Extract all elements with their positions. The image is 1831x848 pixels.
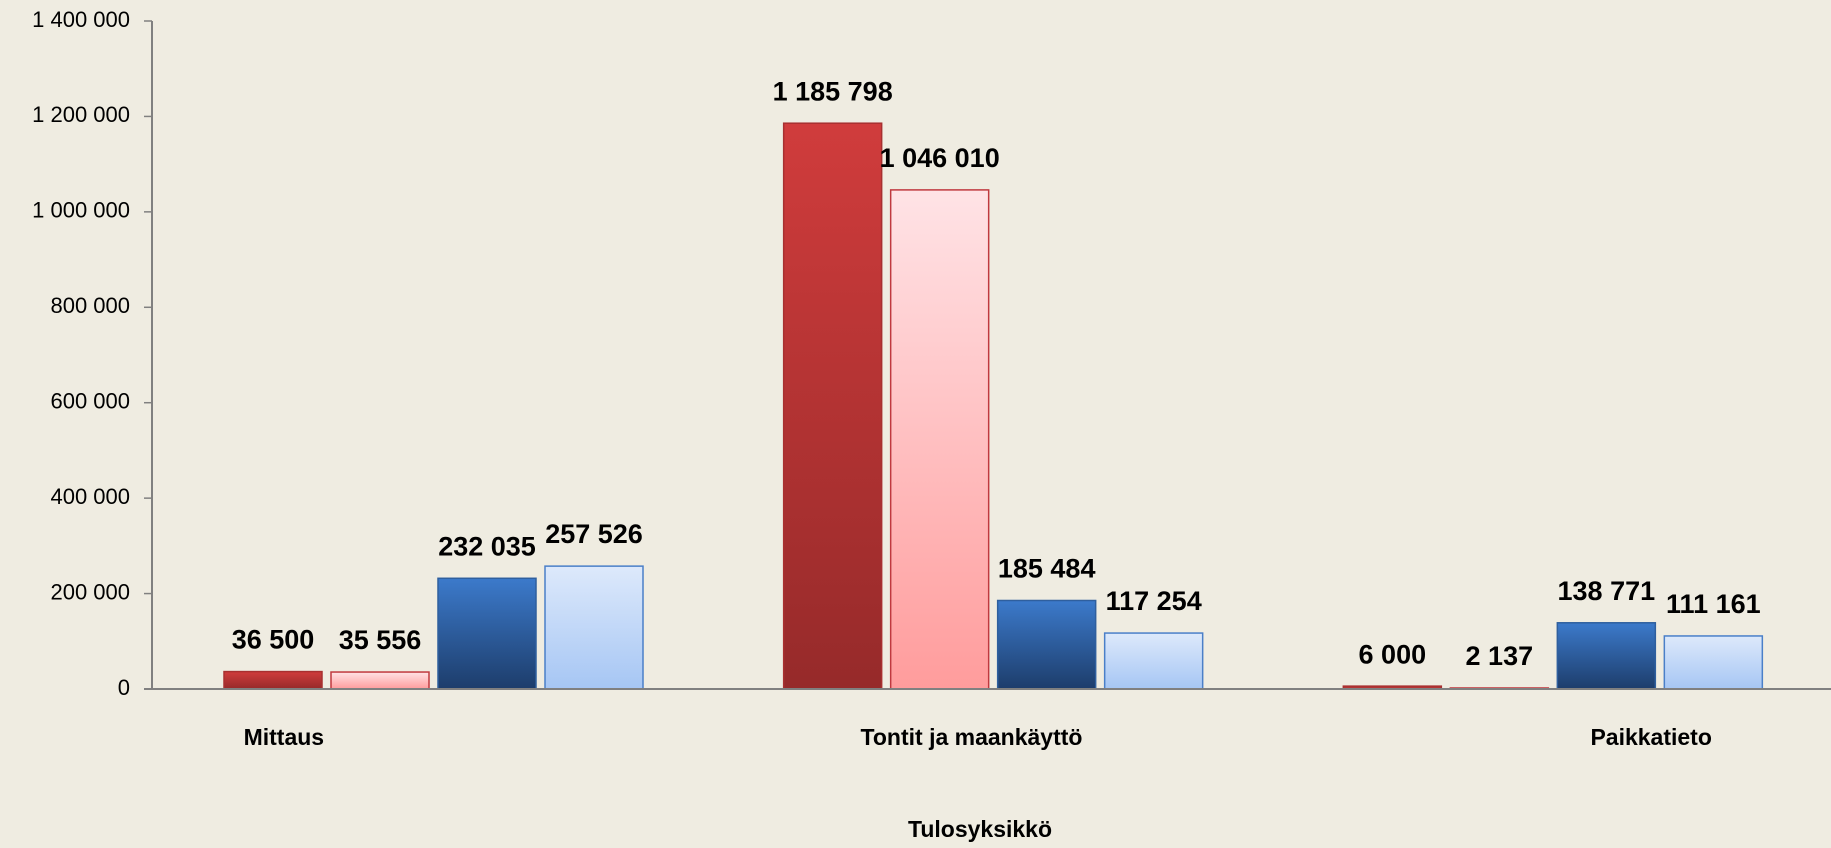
y-tick-label: 200 000 [50,579,130,604]
value-label: 35 556 [339,625,422,655]
y-tick-label: 1 400 000 [32,7,130,32]
value-label: 36 500 [232,625,315,655]
bar [782,122,883,690]
x-axis-title: Tulosyksikkö [908,816,1052,842]
bar [544,565,644,690]
value-label: 117 254 [1106,586,1202,616]
bar [996,599,1097,690]
bar [437,577,537,690]
value-label: 2 137 [1466,641,1534,671]
y-tick-label: 400 000 [50,484,130,509]
x-tick-label: Mittaus [244,724,325,750]
value-label: 1 046 010 [880,143,1000,173]
y-tick-label: 800 000 [50,293,130,318]
y-tick-label: 1 200 000 [32,102,130,127]
y-tick-label: 600 000 [50,389,130,414]
y-tick-label: 0 [118,675,130,700]
value-label: 257 526 [545,519,643,549]
value-label: 111 161 [1666,589,1761,619]
bar [223,670,323,690]
value-label: 138 771 [1558,576,1656,606]
value-label: 232 035 [438,531,536,561]
value-label: 1 185 798 [773,76,893,106]
bar [1103,632,1204,690]
value-label: 6 000 [1359,639,1427,669]
bar [889,189,990,690]
value-label: 185 484 [998,554,1096,584]
bar [1556,622,1657,690]
bar [330,671,430,690]
bar [1663,635,1764,690]
x-tick-label: Paikkatieto [1590,724,1711,750]
y-tick-label: 1 000 000 [32,198,130,223]
x-tick-label: Tontit ja maankäyttö [861,724,1083,750]
